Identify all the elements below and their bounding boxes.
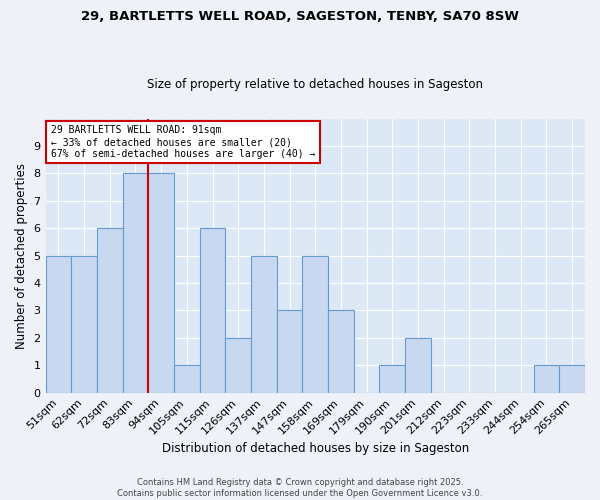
Bar bbox=[533, 365, 559, 392]
X-axis label: Distribution of detached houses by size in Sageston: Distribution of detached houses by size … bbox=[161, 442, 469, 455]
Bar bbox=[559, 365, 585, 392]
Bar bbox=[46, 256, 71, 392]
Bar bbox=[328, 310, 354, 392]
Bar bbox=[200, 228, 226, 392]
Bar bbox=[405, 338, 431, 392]
Bar bbox=[277, 310, 302, 392]
Y-axis label: Number of detached properties: Number of detached properties bbox=[15, 162, 28, 348]
Bar bbox=[174, 365, 200, 392]
Bar bbox=[379, 365, 405, 392]
Bar bbox=[302, 256, 328, 392]
Text: 29 BARTLETTS WELL ROAD: 91sqm
← 33% of detached houses are smaller (20)
67% of s: 29 BARTLETTS WELL ROAD: 91sqm ← 33% of d… bbox=[51, 126, 316, 158]
Title: Size of property relative to detached houses in Sageston: Size of property relative to detached ho… bbox=[147, 78, 483, 91]
Text: Contains HM Land Registry data © Crown copyright and database right 2025.
Contai: Contains HM Land Registry data © Crown c… bbox=[118, 478, 482, 498]
Bar bbox=[71, 256, 97, 392]
Bar bbox=[226, 338, 251, 392]
Bar bbox=[122, 174, 148, 392]
Text: 29, BARTLETTS WELL ROAD, SAGESTON, TENBY, SA70 8SW: 29, BARTLETTS WELL ROAD, SAGESTON, TENBY… bbox=[81, 10, 519, 23]
Bar bbox=[148, 174, 174, 392]
Bar bbox=[251, 256, 277, 392]
Bar bbox=[97, 228, 122, 392]
